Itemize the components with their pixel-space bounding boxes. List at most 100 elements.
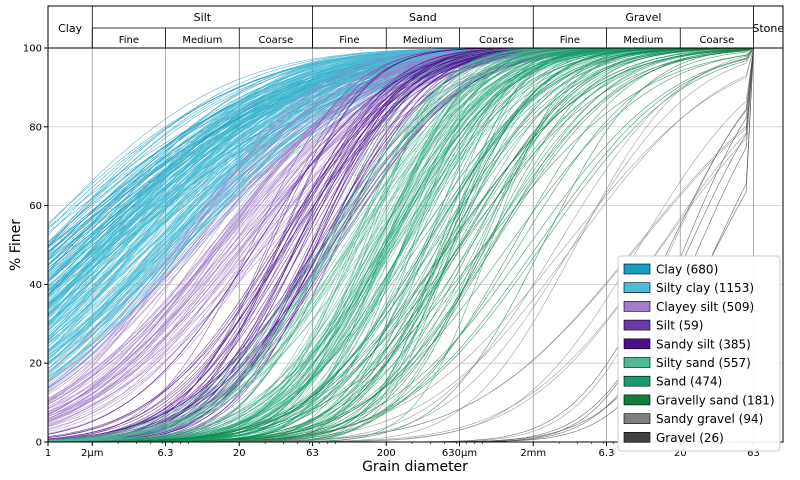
y-tick-label: 0 xyxy=(36,438,42,449)
grading-curve xyxy=(48,48,783,442)
x-tick-label: 63 xyxy=(747,448,760,459)
legend-entry: Sandy gravel (94) xyxy=(656,412,763,426)
plot-frame xyxy=(47,5,784,443)
subfraction-label: Medium xyxy=(182,35,222,46)
subfraction-label: Fine xyxy=(560,35,580,46)
y-tick-label: 80 xyxy=(29,122,42,133)
y-tick-label: 40 xyxy=(29,280,42,291)
subfraction-label: Coarse xyxy=(259,35,294,46)
grading-curve xyxy=(48,48,783,442)
grading-curve xyxy=(48,48,783,432)
fraction-label: Stone xyxy=(752,22,784,35)
legend-swatch xyxy=(623,357,651,368)
grading-curve xyxy=(48,48,783,442)
legend-entry: Gravelly sand (181) xyxy=(656,393,775,407)
subfraction-label: Fine xyxy=(119,35,139,46)
grading-curve xyxy=(48,48,783,442)
grading-curve xyxy=(48,48,783,442)
x-tick-label: 630µm xyxy=(442,448,477,459)
grading-curve xyxy=(48,48,783,442)
grading-curve xyxy=(48,48,783,442)
grading-curve xyxy=(48,48,783,315)
fraction-header: Clay Silt Sand Gravel Stone Fine Medium Coarse F… xyxy=(48,6,784,49)
x-tick-label: 1 xyxy=(45,448,51,459)
grading-curve xyxy=(48,48,783,416)
grading-curve xyxy=(48,48,783,441)
grading-curve xyxy=(48,48,783,442)
legend-entry: Gravel (26) xyxy=(656,431,724,445)
fraction-label: Silt xyxy=(194,11,212,24)
grading-curve xyxy=(48,48,783,442)
grading-curve xyxy=(48,48,783,392)
grading-curve xyxy=(48,48,783,426)
grading-curve xyxy=(48,48,783,442)
grading-curve xyxy=(48,48,783,442)
subfraction-label: Medium xyxy=(403,35,443,46)
grading-curve xyxy=(48,48,783,442)
y-axis: 0 20 40 60 80 100 xyxy=(23,44,48,449)
grading-curve xyxy=(48,48,783,435)
legend-swatch xyxy=(623,431,651,443)
y-tick-label: 100 xyxy=(23,44,42,55)
grading-curve xyxy=(48,48,783,442)
legend-swatch xyxy=(623,394,651,406)
grading-curve xyxy=(48,48,783,442)
x-tick-label: 2µm xyxy=(81,448,103,459)
grading-curve xyxy=(48,48,783,442)
grading-curve xyxy=(48,48,783,296)
grading-curve xyxy=(48,48,783,442)
grading-curve xyxy=(48,48,783,309)
legend-entry: Silt (59) xyxy=(656,319,703,333)
grading-curve xyxy=(48,48,783,442)
subfraction-label: Medium xyxy=(623,35,663,46)
x-tick-label: 20 xyxy=(674,448,687,459)
x-tick-label: 63 xyxy=(306,448,319,459)
grading-curve xyxy=(48,48,783,442)
x-tick-label: 20 xyxy=(233,448,246,459)
fraction-label: Sand xyxy=(409,11,437,24)
x-axis-label: Grain diameter xyxy=(362,459,468,475)
grading-curve xyxy=(48,48,783,326)
grading-curve xyxy=(48,48,783,442)
y-tick-label: 20 xyxy=(29,359,42,370)
legend-swatch xyxy=(623,319,651,331)
legend-entry: Silty clay (1153) xyxy=(656,281,754,295)
legend-entry: Sandy silt (385) xyxy=(656,337,751,351)
grading-curve xyxy=(48,48,783,442)
x-axis: 1 2µm 6.3 20 63 200 630µm 2mm 6.3 20 63 xyxy=(45,442,777,459)
grading-curve xyxy=(48,48,783,434)
y-axis-label: % Finer xyxy=(8,219,24,271)
fraction-label: Clay xyxy=(58,22,82,35)
legend-entry: Silty sand (557) xyxy=(656,356,751,370)
legend-swatch xyxy=(623,301,651,312)
grading-curve xyxy=(48,48,783,388)
subfraction-label: Coarse xyxy=(700,35,735,46)
grading-curve xyxy=(48,48,783,442)
grading-curve xyxy=(48,48,783,440)
subfraction-label: Fine xyxy=(339,35,359,46)
grading-curve xyxy=(48,48,783,424)
x-tick-label: 6.3 xyxy=(158,448,174,459)
x-tick-label: 200 xyxy=(377,448,396,459)
header-background xyxy=(48,6,783,48)
legend-swatch xyxy=(623,338,651,350)
grading-curve xyxy=(48,48,783,402)
fraction-label: Gravel xyxy=(625,11,661,24)
grading-curve xyxy=(48,48,783,442)
legend-box xyxy=(617,255,781,452)
grading-curve xyxy=(48,48,783,441)
legend-swatch xyxy=(623,413,651,424)
subfraction-label: Coarse xyxy=(479,35,514,46)
grading-curve xyxy=(48,48,783,309)
grading-curve xyxy=(48,48,783,440)
grading-curve xyxy=(48,48,783,365)
y-tick-label: 60 xyxy=(29,201,42,212)
legend-swatch xyxy=(623,375,651,387)
grading-curve xyxy=(48,48,783,417)
grading-curve xyxy=(48,48,783,442)
grading-curve xyxy=(48,48,783,442)
legend-entry: Clay (680) xyxy=(656,263,718,277)
grading-curve xyxy=(48,48,783,442)
x-tick-label: 2mm xyxy=(520,448,546,459)
legend-swatch xyxy=(623,263,651,275)
